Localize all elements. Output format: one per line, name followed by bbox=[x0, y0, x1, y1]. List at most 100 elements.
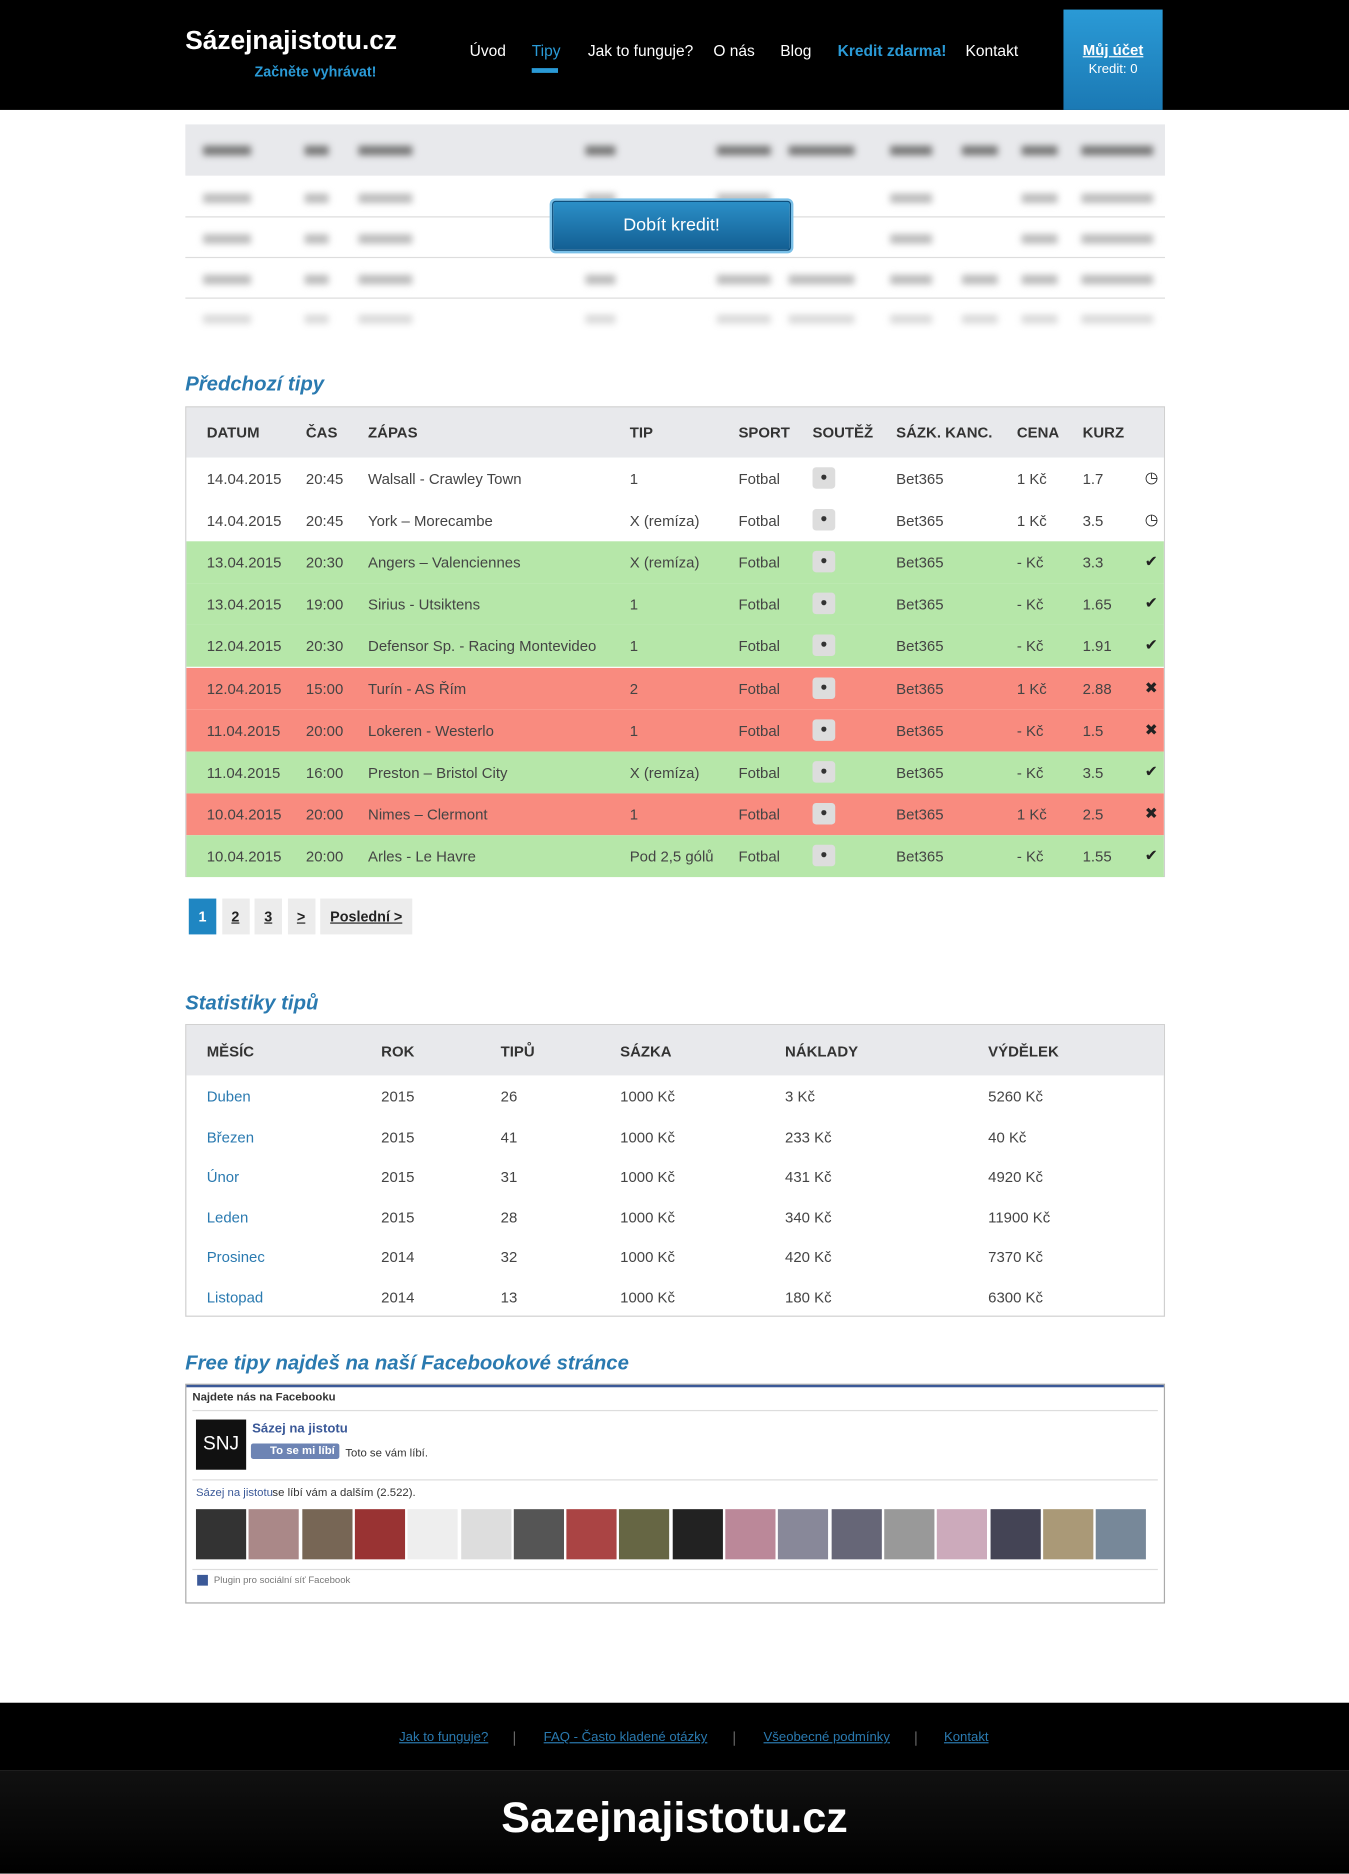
logo[interactable]: Sázejnajistotu.cz bbox=[185, 25, 398, 55]
nav-link[interactable]: Blog bbox=[780, 41, 812, 60]
footer-link[interactable]: FAQ - Často kladené otázky bbox=[543, 1730, 708, 1745]
blurred-text bbox=[1021, 234, 1058, 244]
topup-button[interactable]: Dobít kredit! bbox=[552, 200, 792, 251]
fb-page-link[interactable]: Sázej na jistotu bbox=[195, 1486, 273, 1500]
cell: Pod 2,5 gólů bbox=[629, 848, 714, 865]
fb-avatar[interactable] bbox=[937, 1509, 988, 1560]
cell: Turín - AS Řím bbox=[368, 680, 467, 698]
column-header: SÁZK. KANC. bbox=[896, 424, 993, 441]
month-link[interactable]: Duben bbox=[206, 1088, 251, 1106]
nav-link[interactable]: Kontakt bbox=[965, 41, 1019, 60]
nav-link[interactable]: Úvod bbox=[469, 41, 506, 60]
info-icon[interactable]: ● bbox=[812, 467, 836, 489]
fb-avatar[interactable] bbox=[778, 1509, 829, 1560]
footer-link[interactable]: Všeobecné podmínky bbox=[763, 1730, 890, 1745]
fb-avatar[interactable] bbox=[354, 1509, 405, 1560]
fb-avatar[interactable] bbox=[989, 1509, 1041, 1560]
info-icon[interactable]: ● bbox=[812, 718, 836, 741]
account-link[interactable]: Můj účet bbox=[1082, 41, 1144, 59]
footer-link[interactable]: Kontakt bbox=[943, 1730, 989, 1745]
cell: Fotbal bbox=[738, 680, 780, 698]
info-icon[interactable]: ● bbox=[812, 844, 836, 867]
month-link[interactable]: Únor bbox=[206, 1168, 240, 1186]
cell: 2015 bbox=[381, 1208, 415, 1226]
month-link[interactable]: Březen bbox=[206, 1128, 255, 1146]
fb-avatar[interactable] bbox=[566, 1509, 617, 1560]
cell: 1.91 bbox=[1082, 638, 1112, 656]
blurred-text bbox=[203, 145, 251, 156]
cell: 7370 Kč bbox=[988, 1248, 1043, 1266]
nav-link[interactable]: Jak to funguje? bbox=[587, 41, 694, 60]
fb-plugin-icon bbox=[197, 1574, 208, 1586]
cell: X (remíza) bbox=[629, 764, 700, 782]
tip-row: 14.04.2015 20:45 York – Morecambe X (remíza… bbox=[186, 499, 1164, 542]
cell: 1000 Kč bbox=[620, 1208, 675, 1226]
fb-avatar[interactable] bbox=[1095, 1509, 1147, 1560]
blurred-text bbox=[304, 193, 329, 204]
info-icon[interactable]: ● bbox=[812, 760, 836, 783]
fb-avatar[interactable] bbox=[672, 1509, 723, 1560]
cell: Bet365 bbox=[896, 596, 944, 614]
cell: 32 bbox=[500, 1248, 518, 1266]
fb-avatar[interactable] bbox=[195, 1509, 247, 1560]
info-icon[interactable]: ● bbox=[812, 551, 836, 573]
nav-link[interactable]: O nás bbox=[713, 41, 755, 60]
cell: 3.3 bbox=[1082, 554, 1104, 572]
cell: 10.04.2015 bbox=[206, 806, 282, 824]
fb-avatar[interactable] bbox=[513, 1509, 564, 1560]
column-header: TIPŮ bbox=[500, 1043, 535, 1060]
cell: 26 bbox=[500, 1088, 518, 1106]
cell: 1.5 bbox=[1082, 722, 1104, 740]
info-icon[interactable]: ● bbox=[812, 802, 836, 825]
fb-logo[interactable]: SNJ bbox=[195, 1419, 247, 1470]
month-link[interactable]: Listopad bbox=[206, 1288, 264, 1306]
column-header: TIP bbox=[629, 424, 653, 441]
column-header: MĚSÍC bbox=[206, 1043, 255, 1060]
fb-avatar[interactable] bbox=[619, 1509, 670, 1560]
fb-like-button[interactable]: To se mi líbí bbox=[250, 1443, 340, 1459]
fb-avatar[interactable] bbox=[1042, 1509, 1094, 1560]
account-box[interactable]: Můj účet Kredit: 0 bbox=[1063, 9, 1163, 110]
page-link[interactable]: 1 bbox=[188, 898, 217, 935]
fb-page-name[interactable]: Sázej na jistotu bbox=[252, 1421, 348, 1437]
cell: - Kč bbox=[1016, 596, 1044, 614]
row-divider bbox=[185, 256, 1166, 259]
fb-avatar[interactable] bbox=[460, 1509, 511, 1560]
blurred-text bbox=[358, 193, 413, 204]
info-icon[interactable]: ● bbox=[812, 676, 836, 699]
info-icon[interactable]: ● bbox=[812, 593, 836, 615]
fb-plugin-text[interactable]: Plugin pro sociální síť Facebook bbox=[213, 1574, 351, 1586]
nav-link[interactable]: Tipy bbox=[531, 41, 561, 60]
cell: 12.04.2015 bbox=[206, 680, 282, 698]
cell: Fotbal bbox=[738, 554, 780, 572]
cell: 16:00 bbox=[305, 764, 344, 782]
fb-avatar[interactable] bbox=[831, 1509, 882, 1560]
info-icon[interactable]: ● bbox=[812, 634, 836, 657]
cell: Bet365 bbox=[896, 512, 944, 530]
table-header bbox=[186, 407, 1164, 458]
cell: 31 bbox=[500, 1168, 518, 1186]
nav-active-bar bbox=[531, 68, 559, 73]
info-icon[interactable]: ● bbox=[812, 509, 836, 531]
blurred-text bbox=[716, 274, 771, 285]
page-link[interactable]: > bbox=[287, 898, 315, 935]
month-link[interactable]: Leden bbox=[206, 1208, 249, 1226]
nav-link[interactable]: Kredit zdarma! bbox=[837, 41, 947, 60]
cell: Fotbal bbox=[738, 512, 780, 530]
page-link[interactable]: 3 bbox=[254, 898, 282, 935]
cell: 1 bbox=[629, 596, 639, 614]
footer-link[interactable]: Jak to funguje? bbox=[399, 1730, 489, 1745]
tip-row: 13.04.2015 20:30 Angers – Valenciennes X (r… bbox=[186, 541, 1164, 584]
month-link[interactable]: Prosinec bbox=[206, 1248, 265, 1266]
result-icon: ✖ bbox=[1144, 720, 1158, 738]
fb-avatar[interactable] bbox=[407, 1509, 458, 1560]
fb-avatar[interactable] bbox=[725, 1509, 776, 1560]
fb-avatar[interactable] bbox=[248, 1509, 300, 1560]
fb-avatar[interactable] bbox=[884, 1509, 935, 1560]
column-header: KURZ bbox=[1082, 424, 1125, 441]
page-link[interactable]: Poslední > bbox=[320, 898, 413, 935]
page-link[interactable]: 2 bbox=[221, 898, 250, 935]
cell: 13.04.2015 bbox=[206, 596, 282, 614]
fb-avatar[interactable] bbox=[301, 1509, 353, 1560]
